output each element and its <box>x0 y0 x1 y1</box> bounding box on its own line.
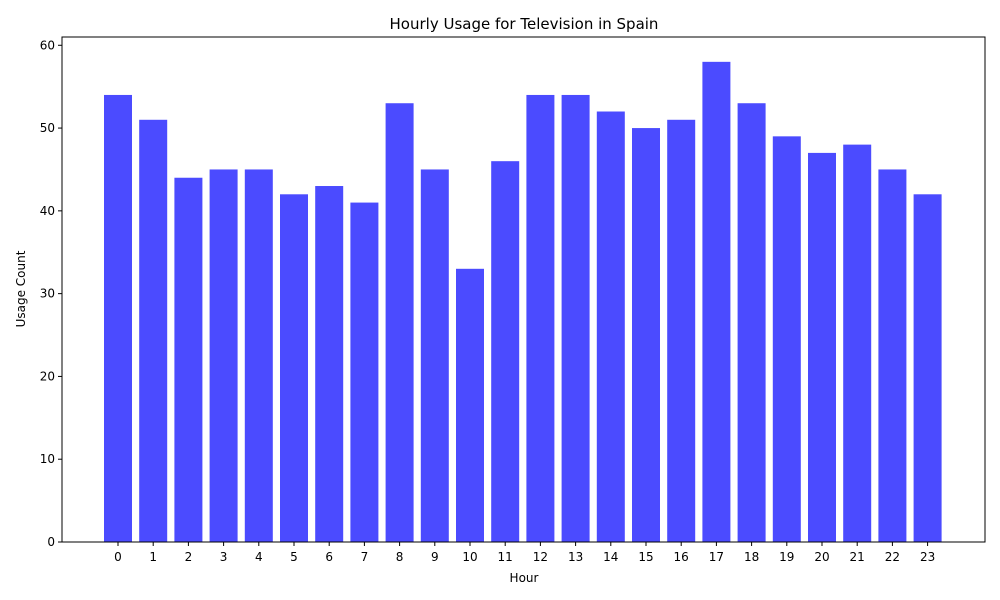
x-tick-label: 3 <box>220 550 228 564</box>
bar-hour-4 <box>244 169 273 542</box>
x-tick-label: 18 <box>744 550 759 564</box>
bar-hour-19 <box>772 136 801 542</box>
y-tick-label: 50 <box>40 121 55 135</box>
bar-hour-2 <box>174 177 203 542</box>
bar-hour-17 <box>702 61 731 543</box>
x-tick-label: 21 <box>850 550 865 564</box>
x-tick-label: 2 <box>185 550 193 564</box>
bar-hour-14 <box>596 111 625 543</box>
y-tick-label: 20 <box>40 369 55 383</box>
x-tick-label: 11 <box>498 550 513 564</box>
x-tick-label: 9 <box>431 550 439 564</box>
x-tick-label: 17 <box>709 550 724 564</box>
y-axis-ticks: 0 10 20 30 40 50 60 <box>40 38 62 549</box>
x-tick-label: 22 <box>885 550 900 564</box>
x-tick-label: 16 <box>674 550 689 564</box>
bar-hour-20 <box>808 152 836 542</box>
y-tick-label: 40 <box>40 204 55 218</box>
bar-hour-12 <box>526 94 555 543</box>
x-tick-label: 10 <box>462 550 477 564</box>
bar-hour-7 <box>350 202 379 542</box>
x-tick-label: 15 <box>638 550 653 564</box>
bar-hour-1 <box>139 119 168 542</box>
x-tick-label: 14 <box>603 550 618 564</box>
x-tick-label: 1 <box>149 550 157 564</box>
y-tick-label: 30 <box>40 287 55 301</box>
bars-group <box>104 61 942 543</box>
chart-title: Hourly Usage for Television in Spain <box>390 15 659 33</box>
bar-hour-8 <box>385 103 414 543</box>
x-tick-label: 8 <box>396 550 404 564</box>
x-tick-label: 6 <box>325 550 333 564</box>
x-tick-label: 12 <box>533 550 548 564</box>
bar-hour-9 <box>420 169 449 542</box>
bar-hour-22 <box>878 169 907 542</box>
bar-hour-10 <box>456 268 484 542</box>
x-tick-label: 7 <box>361 550 369 564</box>
x-tick-label: 23 <box>920 550 935 564</box>
y-tick-label: 60 <box>40 38 55 52</box>
x-axis-ticks: 0 1 2 3 4 5 6 7 8 9 10 11 12 13 14 15 16 17 18 19 20 21 22 23 <box>114 542 935 564</box>
bar-hour-16 <box>667 119 696 542</box>
x-tick-label: 5 <box>290 550 298 564</box>
bar-hour-15 <box>632 128 660 543</box>
x-tick-label: 19 <box>779 550 794 564</box>
bar-hour-11 <box>491 161 520 542</box>
y-axis-label: Usage Count <box>14 250 28 327</box>
bar-hour-23 <box>913 194 942 542</box>
plot-frame <box>61 36 986 543</box>
x-tick-label: 4 <box>255 550 263 564</box>
bar-hour-18 <box>737 103 766 543</box>
bar-hour-21 <box>843 144 872 542</box>
bar-hour-13 <box>561 94 590 543</box>
y-tick-label: 10 <box>40 452 55 466</box>
bar-hour-6 <box>315 186 344 542</box>
bar-hour-0 <box>104 94 132 543</box>
x-axis-label: Hour <box>510 571 539 585</box>
x-tick-label: 20 <box>814 550 829 564</box>
bar-hour-5 <box>280 194 308 542</box>
x-tick-label: 13 <box>568 550 583 564</box>
bar-hour-3 <box>209 169 238 542</box>
x-tick-label: 0 <box>114 550 122 564</box>
y-tick-label: 0 <box>47 535 55 549</box>
